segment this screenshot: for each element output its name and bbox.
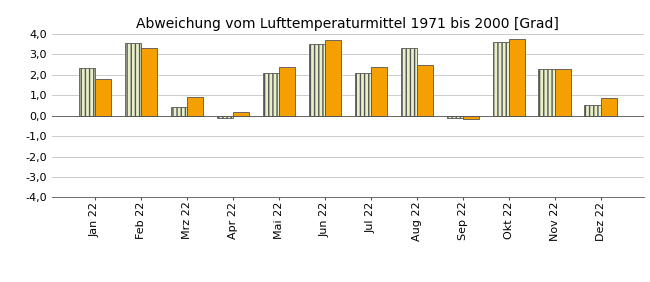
Bar xyxy=(584,105,601,116)
Title: Abweichung vom Lufttemperaturmittel 1971 bis 2000 [Grad]: Abweichung vom Lufttemperaturmittel 1971… xyxy=(136,17,559,31)
Bar xyxy=(538,69,554,116)
Bar xyxy=(187,97,203,116)
Bar xyxy=(400,48,417,116)
Bar xyxy=(233,112,249,116)
Bar xyxy=(325,40,341,116)
Bar xyxy=(370,67,387,116)
Bar xyxy=(125,43,141,116)
Bar xyxy=(309,44,325,116)
Bar xyxy=(141,48,157,116)
Bar xyxy=(554,69,571,116)
Bar xyxy=(216,116,233,118)
Bar xyxy=(263,73,279,116)
Bar xyxy=(279,67,295,116)
Bar xyxy=(417,65,433,116)
Bar xyxy=(463,116,479,119)
Bar xyxy=(95,79,111,116)
Bar xyxy=(508,39,525,116)
Bar xyxy=(601,98,617,116)
Bar xyxy=(171,107,187,116)
Bar xyxy=(493,42,508,116)
Bar xyxy=(79,68,95,116)
Bar xyxy=(355,73,370,116)
Bar xyxy=(447,116,463,118)
